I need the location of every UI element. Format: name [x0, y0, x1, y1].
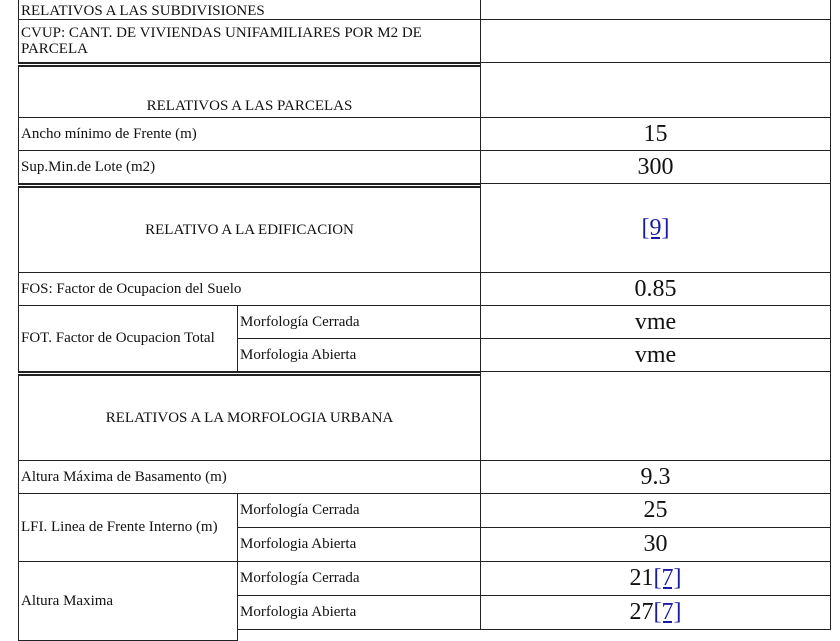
value-cell: [9] [480, 183, 831, 273]
sublabel: Morfologia Abierta [237, 595, 481, 630]
value: 15 [643, 120, 668, 147]
label: Morfología Cerrada [240, 570, 360, 587]
value-cell: 300 [480, 150, 831, 184]
value: vme [634, 341, 677, 368]
value-cell [480, 62, 831, 118]
row-lfi: LFI. Linea de Frente Interno (m) [18, 493, 238, 562]
label: CVUP: CANT. DE VIVIENDAS UNIFAMILIARES P… [21, 24, 422, 58]
row-sup: Sup.Min.de Lote (m2) [18, 150, 481, 184]
row-basamento: Altura Máxima de Basamento (m) [18, 460, 481, 494]
label: Altura Maxima [21, 592, 114, 609]
divider [18, 371, 480, 375]
value-cell: vme [480, 338, 831, 372]
value-cell: 25 [480, 493, 831, 528]
value: 21 [629, 565, 654, 592]
label: Morfología Cerrada [240, 502, 360, 519]
value: 300 [637, 153, 674, 180]
section-header-parcelas: RELATIVOS A LAS PARCELAS [18, 66, 481, 118]
row-cvup: CVUP: CANT. DE VIVIENDAS UNIFAMILIARES P… [18, 19, 481, 63]
label: Morfología Cerrada [240, 313, 360, 330]
value-cell: 30 [480, 527, 831, 562]
sublabel: Morfología Cerrada [237, 493, 481, 528]
value: 27 [629, 599, 654, 626]
value-cell: 0.85 [480, 272, 831, 306]
divider [18, 62, 480, 66]
value: vme [634, 308, 677, 335]
label: Altura Máxima de Basamento (m) [21, 468, 227, 485]
sublabel: Morfología Cerrada [237, 305, 481, 339]
value-cell [480, 0, 831, 20]
divider [18, 183, 480, 187]
value: 0.85 [634, 275, 677, 302]
label: RELATIVOS A LAS SUBDIVISIONES [21, 2, 265, 19]
value: 25 [643, 497, 668, 524]
row-ancho: Ancho mínimo de Frente (m) [18, 117, 481, 151]
row-fos: FOS: Factor de Ocupacion del Suelo [18, 272, 481, 306]
value: 9.3 [640, 463, 671, 490]
row-fot: FOT. Factor de Ocupacion Total [18, 305, 238, 372]
value-cell: 21 [7] [480, 561, 831, 596]
label: Ancho mínimo de Frente (m) [21, 125, 197, 142]
label: FOT. Factor de Ocupacion Total [21, 330, 215, 347]
value-cell [480, 371, 831, 461]
value-cell: 27 [7] [480, 595, 831, 630]
label: Sup.Min.de Lote (m2) [21, 158, 156, 175]
footnote-link[interactable]: [9] [641, 214, 670, 241]
sublabel: Morfología Cerrada [237, 561, 481, 596]
section-header-morfologia: RELATIVOS A LA MORFOLOGIA URBANA [18, 375, 481, 461]
value-cell: 9.3 [480, 460, 831, 494]
value: 30 [643, 531, 668, 558]
row-altura: Altura Maxima [18, 561, 238, 641]
footnote-link[interactable]: [7] [653, 565, 682, 592]
label: RELATIVO A LA EDIFICACION [145, 221, 354, 238]
label: LFI. Linea de Frente Interno (m) [21, 519, 218, 536]
value-cell: vme [480, 305, 831, 339]
label: Morfologia Abierta [240, 346, 357, 363]
value-cell [480, 19, 831, 63]
label: RELATIVOS A LAS PARCELAS [146, 97, 353, 114]
footnote-link[interactable]: [7] [653, 599, 682, 626]
section-header-edificacion: RELATIVO A LA EDIFICACION [18, 187, 481, 273]
sublabel: Morfologia Abierta [237, 527, 481, 562]
label: Morfologia Abierta [240, 604, 357, 621]
sublabel: Morfologia Abierta [237, 338, 481, 372]
label: Morfologia Abierta [240, 536, 357, 553]
label: FOS: Factor de Ocupacion del Suelo [21, 280, 242, 297]
label: RELATIVOS A LA MORFOLOGIA URBANA [105, 409, 394, 426]
row-subdivisiones: RELATIVOS A LAS SUBDIVISIONES [18, 0, 481, 20]
value-cell: 15 [480, 117, 831, 151]
